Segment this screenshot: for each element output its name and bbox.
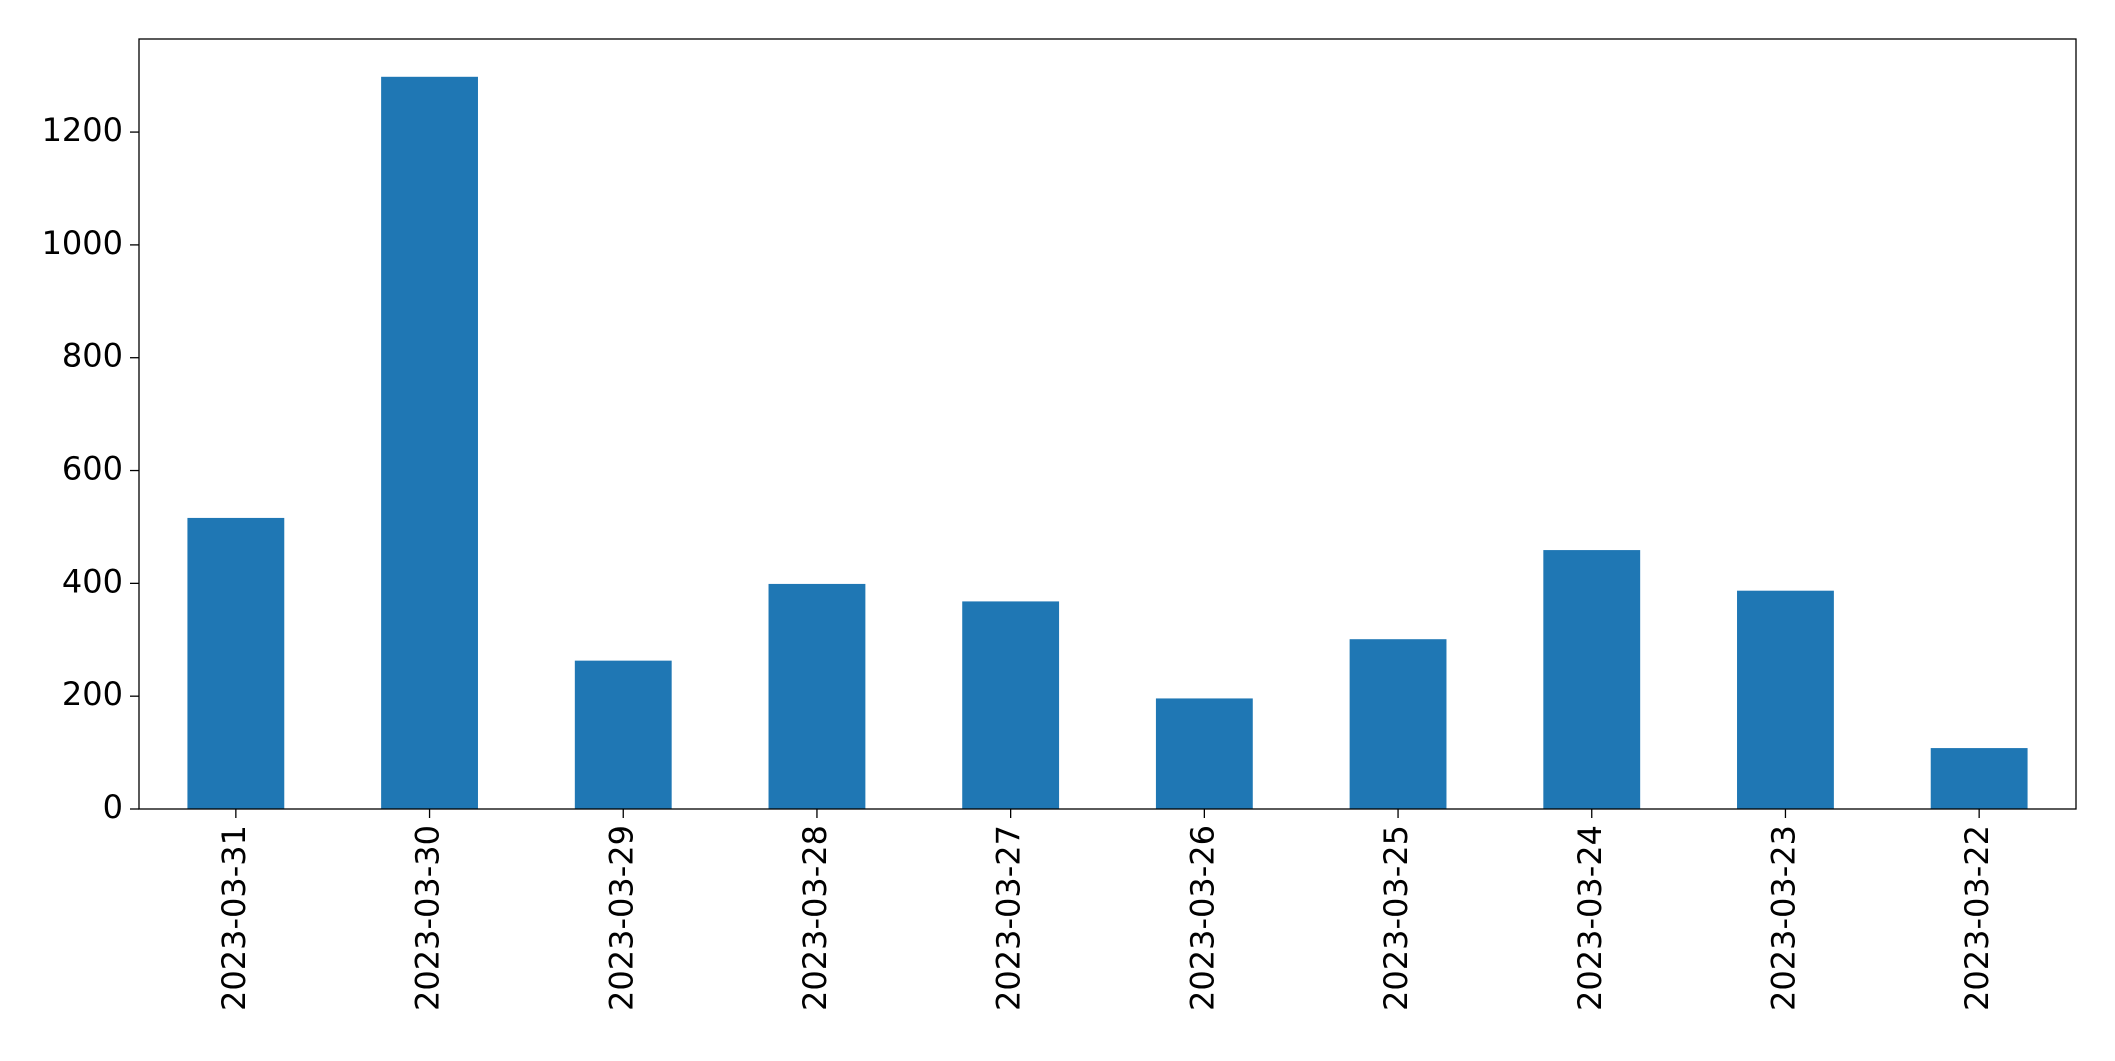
bar	[768, 583, 866, 809]
x-tick-label: 2023-03-24	[1571, 825, 1609, 1011]
bar	[1543, 550, 1641, 809]
y-tick-label: 800	[62, 337, 123, 375]
x-tick-label: 2023-03-27	[990, 825, 1028, 1011]
bar	[962, 601, 1060, 809]
x-tick-label: 2023-03-25	[1377, 825, 1415, 1011]
bar	[1737, 590, 1834, 809]
x-tick-label: 2023-03-26	[1183, 825, 1221, 1011]
x-tick-label: 2023-03-30	[409, 825, 447, 1011]
x-tick-label: 2023-03-28	[796, 825, 834, 1011]
bar	[1930, 748, 2028, 809]
y-tick-label: 0	[103, 788, 123, 826]
bar	[381, 76, 478, 810]
y-tick-label: 1000	[42, 224, 123, 262]
x-tick-label: 2023-03-31	[215, 825, 253, 1011]
bar	[187, 517, 285, 809]
y-tick-label: 400	[62, 562, 123, 600]
y-tick-label: 1200	[42, 111, 123, 149]
x-tick-label: 2023-03-23	[1764, 825, 1802, 1011]
x-tick-label: 2023-03-22	[1958, 825, 1996, 1011]
axes-frame	[138, 38, 2077, 810]
bar	[1155, 698, 1253, 809]
bar	[1349, 639, 1447, 809]
x-tick-label: 2023-03-29	[602, 825, 640, 1011]
y-tick-label: 200	[62, 675, 123, 713]
bar	[574, 660, 672, 809]
y-tick-label: 600	[62, 450, 123, 488]
